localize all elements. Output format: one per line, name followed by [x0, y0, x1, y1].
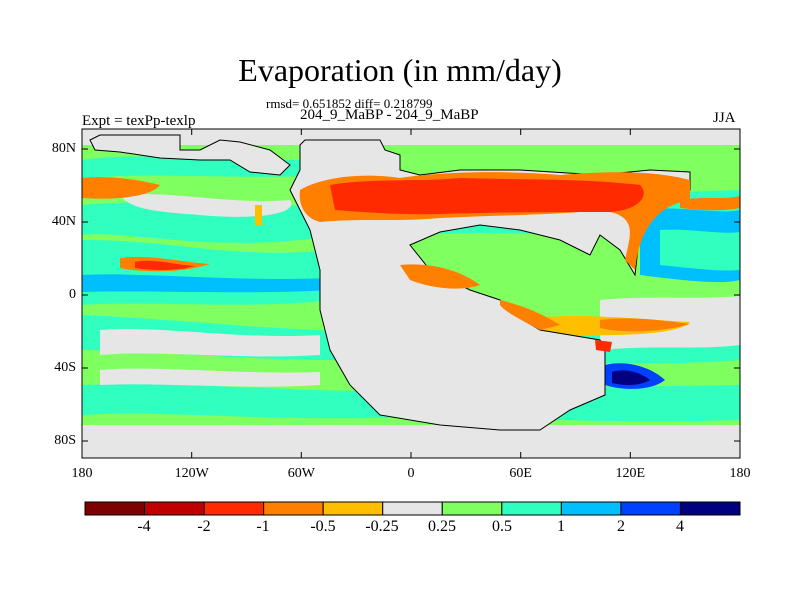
y-tick-label: 80N [51, 141, 76, 156]
colorbar-swatch [501, 501, 562, 516]
season-label: JJA [713, 110, 736, 126]
colorbar-swatch [203, 501, 265, 516]
colorbar-label: 0.25 [428, 518, 456, 535]
colorbar-swatch [679, 501, 741, 516]
x-tick-label: 120E [615, 466, 646, 481]
colorbar-label: 4 [676, 518, 684, 535]
experiment-line: 204_9_MaBP - 204_9_MaBP [300, 107, 479, 123]
colorbar-label: -1 [256, 518, 270, 535]
colorbar-swatch [322, 501, 384, 516]
x-tick-label: 120W [174, 466, 209, 481]
map-field [82, 129, 740, 458]
y-tick-label: 80S [54, 433, 76, 448]
experiment-label: Expt = texPp-texlp [82, 113, 196, 129]
colorbar-swatch [382, 501, 443, 516]
colorbar-swatch [620, 501, 681, 516]
x-tick-label: 180 [729, 466, 751, 481]
map-title: Evaporation (in mm/day) [238, 52, 562, 88]
colorbar-label: 1 [557, 518, 565, 535]
colorbar-label: 2 [617, 518, 625, 535]
y-tick-label: 40N [51, 214, 76, 229]
colorbar-swatch [441, 501, 503, 516]
colorbar-label: -0.5 [310, 518, 336, 535]
colorbar-swatch [560, 501, 622, 516]
stats-line: rmsd= 0.651852 diff= 0.218799 [266, 96, 433, 111]
colorbar [84, 501, 741, 516]
x-tick-label: 60E [509, 466, 532, 481]
colorbar-label: -0.25 [365, 518, 399, 535]
colorbar-swatch [144, 501, 205, 516]
x-tick-label: 60W [287, 466, 315, 481]
x-tick-label: 180 [71, 466, 93, 481]
colorbar-label: -4 [137, 518, 151, 535]
colorbar-swatch [263, 501, 324, 516]
colorbar-swatch [84, 501, 146, 516]
colorbar-label: 0.5 [492, 518, 512, 535]
y-tick-label: 40S [54, 360, 76, 375]
x-tick-label: 0 [407, 466, 415, 481]
colorbar-label: -2 [197, 518, 211, 535]
y-tick-label: 0 [69, 287, 76, 302]
